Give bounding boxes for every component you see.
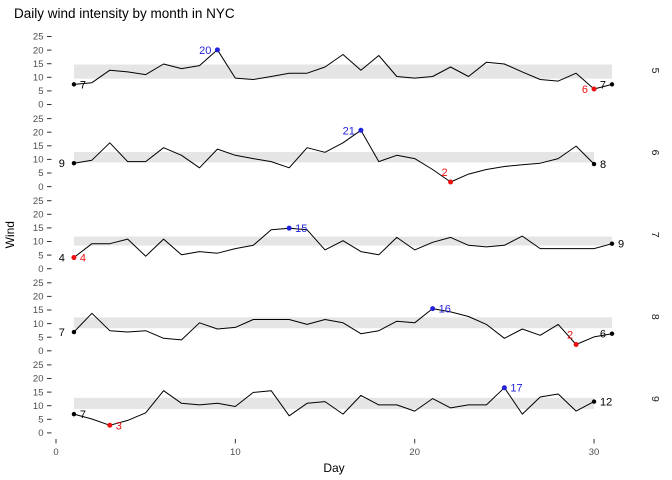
- y-tick-label: 5: [38, 415, 43, 426]
- facet-month-8: 0 5 10 15 20 25 7 16 2 6 8: [33, 278, 661, 357]
- max-point-month-6: [358, 127, 364, 133]
- y-tick-label: 25: [33, 32, 44, 43]
- y-tick-label: 10: [33, 319, 44, 330]
- start-point-month-9: [71, 411, 77, 417]
- y-tick-label: 10: [33, 237, 44, 248]
- min-point-month-6: [448, 179, 454, 185]
- max-point-month-9: [501, 385, 507, 391]
- x-axis: 0 10 20 30 Day: [53, 438, 600, 475]
- reference-band-month-9: [73, 397, 595, 409]
- end-point-month-6: [591, 161, 597, 167]
- reference-band-month-5: [73, 64, 612, 79]
- min-label-month-7: 4: [80, 253, 86, 265]
- wind-line-month-8: [73, 308, 613, 345]
- x-tick-label: 30: [589, 447, 600, 458]
- y-tick-label: 0: [38, 346, 43, 357]
- y-tick-label: 20: [33, 374, 44, 385]
- start-label-month-6: 9: [59, 158, 65, 170]
- start-label-month-7: 4: [59, 253, 65, 265]
- start-point-month-5: [71, 82, 77, 87]
- y-tick-label: 25: [33, 196, 44, 207]
- max-point-month-7: [286, 225, 292, 231]
- min-label-month-9: 3: [116, 420, 122, 432]
- facet-month-6: 0 5 10 15 20 25 9 21 2 8 6: [33, 114, 661, 193]
- reference-band-month-6: [73, 152, 595, 163]
- strip-label-month-5: 5: [649, 68, 661, 74]
- max-label-month-8: 16: [439, 304, 451, 316]
- end-point-month-9: [591, 399, 597, 404]
- y-tick-label: 15: [33, 141, 44, 152]
- max-label-month-9: 17: [510, 383, 522, 395]
- strip-label-month-9: 9: [649, 396, 661, 402]
- y-tick-label: 10: [33, 155, 44, 166]
- max-point-month-8: [430, 306, 436, 312]
- max-label-month-7: 15: [295, 223, 307, 235]
- min-label-month-5: 6: [582, 84, 588, 96]
- min-label-month-8: 2: [567, 330, 573, 342]
- start-label-month-9: 7: [80, 409, 86, 421]
- y-tick-label: 15: [33, 223, 44, 234]
- min-point-month-9: [107, 422, 113, 428]
- y-tick-label: 15: [33, 59, 44, 70]
- start-label-month-5: 7: [80, 79, 86, 91]
- min-point-month-8: [573, 342, 579, 348]
- end-label-month-5: 7: [600, 79, 606, 91]
- y-tick-label: 0: [38, 100, 43, 111]
- wind-line-month-9: [73, 387, 595, 426]
- y-tick-label: 25: [33, 278, 44, 289]
- wind-line-month-6: [73, 129, 595, 183]
- y-tick-label: 5: [38, 168, 43, 179]
- y-tick-label: 10: [33, 401, 44, 412]
- max-label-month-5: 20: [199, 45, 211, 57]
- x-tick-label: 10: [230, 447, 241, 458]
- y-tick-label: 15: [33, 305, 44, 316]
- end-point-month-5: [609, 82, 615, 87]
- min-label-month-6: 2: [441, 167, 447, 179]
- y-tick-label: 5: [38, 332, 43, 343]
- y-tick-label: 0: [38, 264, 43, 275]
- y-tick-label: 20: [33, 292, 44, 303]
- facet-month-7: 0 5 10 15 20 25 4 4 15 9 7: [33, 196, 661, 275]
- y-tick-label: 20: [33, 45, 44, 56]
- start-label-month-8: 7: [59, 327, 65, 339]
- y-tick-label: 0: [38, 182, 43, 193]
- wind-line-month-7: [73, 227, 613, 258]
- chart-title: Daily wind intensity by month in NYC: [14, 6, 235, 21]
- x-tick-label: 20: [409, 447, 420, 458]
- y-tick-label: 20: [33, 210, 44, 221]
- x-axis-title: Day: [323, 461, 344, 475]
- start-point-month-8: [71, 329, 77, 335]
- start-point-month-6: [71, 161, 77, 166]
- end-point-month-8: [609, 331, 615, 336]
- min-point-month-7: [71, 255, 77, 261]
- strip-label-month-8: 8: [649, 314, 661, 320]
- strip-label-month-6: 6: [649, 150, 661, 156]
- y-axis-title: Wind: [3, 221, 17, 248]
- y-tick-label: 5: [38, 250, 43, 261]
- y-tick-label: 10: [33, 73, 44, 84]
- y-tick-label: 15: [33, 387, 44, 398]
- y-tick-label: 25: [33, 360, 44, 371]
- end-label-month-8: 6: [600, 329, 606, 341]
- y-tick-label: 0: [38, 428, 43, 439]
- wind-line-month-5: [73, 49, 613, 90]
- facet-month-9: 0 5 10 15 20 25 7 3 17 12 9: [33, 360, 661, 439]
- y-tick-label: 20: [33, 127, 44, 138]
- end-label-month-9: 12: [600, 397, 612, 409]
- strip-label-month-7: 7: [649, 232, 661, 238]
- y-tick-label: 5: [38, 86, 43, 97]
- max-point-month-5: [214, 47, 220, 53]
- y-tick-label: 25: [33, 114, 44, 125]
- max-label-month-6: 21: [343, 125, 355, 137]
- x-tick-label: 0: [53, 447, 58, 458]
- end-label-month-6: 8: [600, 159, 606, 171]
- min-point-month-5: [591, 86, 597, 92]
- end-label-month-7: 9: [618, 239, 624, 251]
- end-point-month-7: [609, 241, 615, 246]
